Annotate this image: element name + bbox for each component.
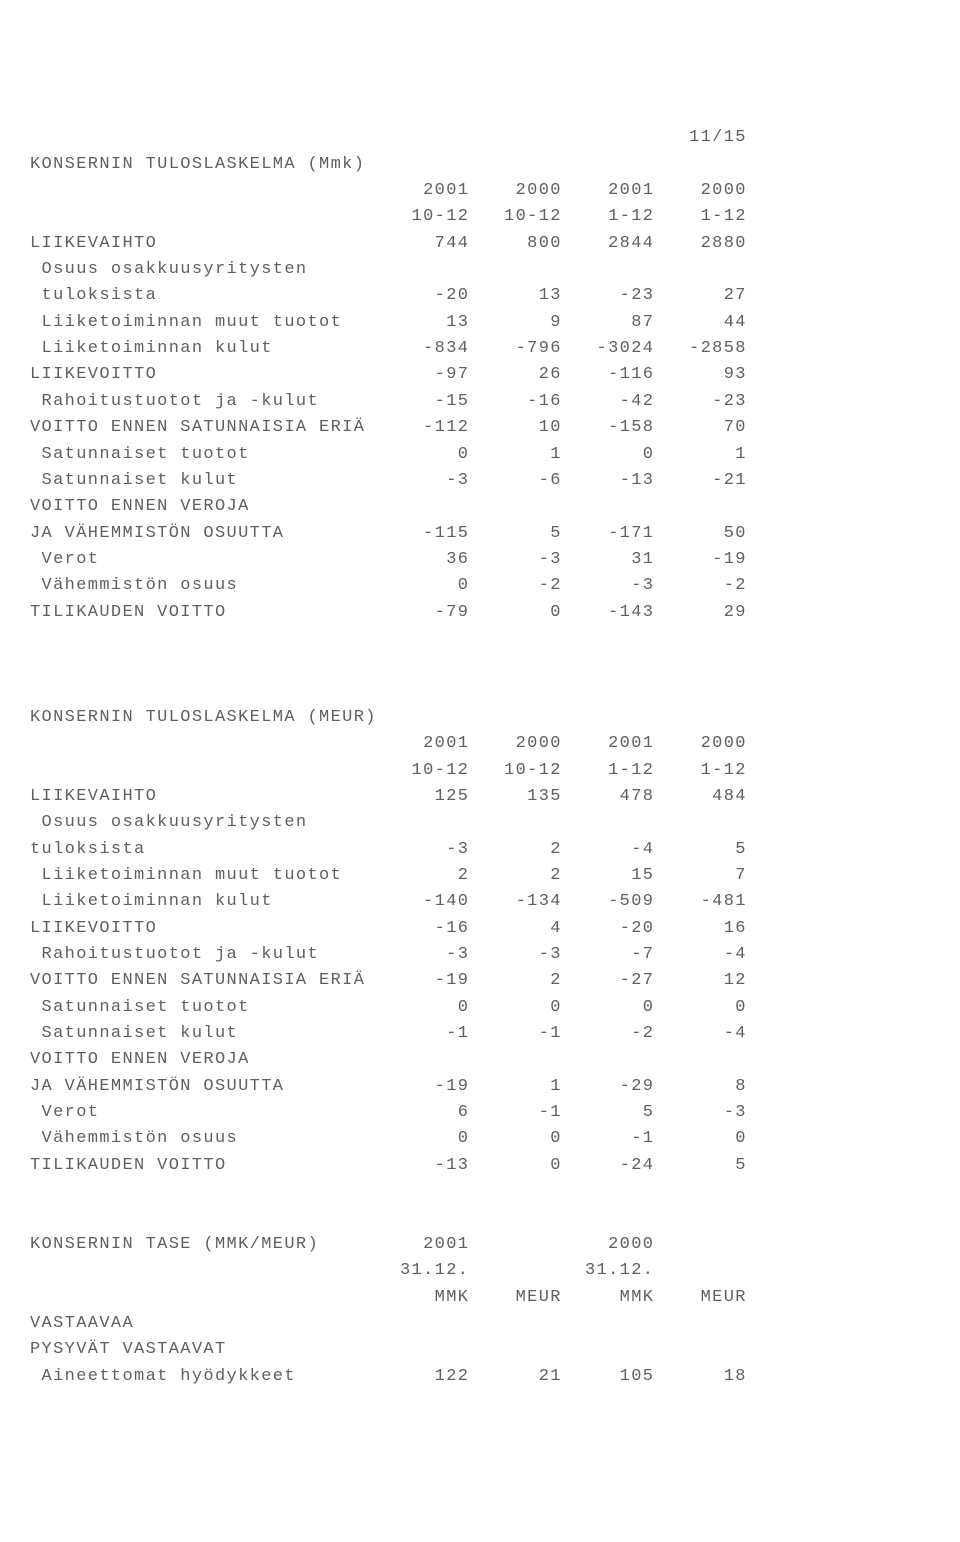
page-number: 11/15 [30,128,747,147]
table3-body: VASTAAVAA PYSYVÄT VASTAAVAT Aineettomat … [30,1314,747,1386]
table3-headers: KONSERNIN TASE (MMK/MEUR) 2001 2000 31.1… [30,1235,747,1307]
table2-body: LIIKEVAIHTO 125 135 478 484 Osuus osakku… [30,787,747,1175]
table2-headers: 2001 2000 2001 2000 10-12 10-12 1-12 1-1… [30,734,747,779]
page: 11/15 KONSERNIN TULOSLASKELMA (Mmk) 2001… [30,125,930,1390]
table1-body: LIIKEVAIHTO 744 800 2844 2880 Osuus osak… [30,234,747,622]
table2-title: KONSERNIN TULOSLASKELMA (MEUR) [30,708,377,727]
table1-title: KONSERNIN TULOSLASKELMA (Mmk) [30,155,365,174]
table1-headers: 2001 2000 2001 2000 10-12 10-12 1-12 1-1… [30,181,747,226]
